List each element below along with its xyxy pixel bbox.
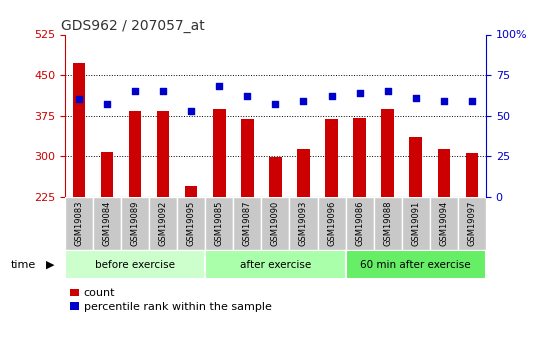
Text: GSM19095: GSM19095 bbox=[187, 201, 195, 246]
Text: GSM19085: GSM19085 bbox=[215, 201, 224, 246]
Text: GSM19084: GSM19084 bbox=[103, 201, 111, 246]
Point bbox=[215, 83, 224, 89]
Point bbox=[468, 98, 476, 104]
Bar bbox=[157, 111, 170, 197]
FancyBboxPatch shape bbox=[346, 197, 374, 250]
Text: GSM19097: GSM19097 bbox=[468, 201, 476, 246]
Text: GDS962 / 207057_at: GDS962 / 207057_at bbox=[60, 19, 204, 33]
Point bbox=[355, 90, 364, 96]
Point bbox=[271, 101, 280, 107]
Text: GSM19096: GSM19096 bbox=[327, 201, 336, 246]
Text: before exercise: before exercise bbox=[95, 260, 175, 270]
Text: GSM19089: GSM19089 bbox=[131, 201, 139, 246]
Bar bbox=[100, 152, 113, 197]
Point bbox=[131, 88, 139, 94]
FancyBboxPatch shape bbox=[458, 197, 486, 250]
Text: time: time bbox=[11, 260, 36, 270]
Text: GSM19093: GSM19093 bbox=[299, 201, 308, 246]
Text: after exercise: after exercise bbox=[240, 260, 311, 270]
FancyBboxPatch shape bbox=[93, 197, 121, 250]
Point bbox=[187, 108, 195, 114]
Bar bbox=[129, 111, 141, 197]
FancyBboxPatch shape bbox=[233, 197, 261, 250]
Bar bbox=[381, 109, 394, 197]
FancyBboxPatch shape bbox=[346, 250, 486, 279]
Text: GSM19083: GSM19083 bbox=[75, 201, 83, 246]
Point bbox=[159, 88, 167, 94]
Point bbox=[327, 93, 336, 99]
Legend: count, percentile rank within the sample: count, percentile rank within the sample bbox=[70, 288, 272, 312]
Text: GSM19094: GSM19094 bbox=[440, 201, 448, 246]
FancyBboxPatch shape bbox=[318, 197, 346, 250]
FancyBboxPatch shape bbox=[65, 250, 205, 279]
Bar bbox=[325, 119, 338, 197]
Bar bbox=[185, 186, 198, 197]
Bar bbox=[297, 149, 310, 197]
Text: GSM19088: GSM19088 bbox=[383, 201, 392, 246]
FancyBboxPatch shape bbox=[149, 197, 177, 250]
FancyBboxPatch shape bbox=[65, 197, 93, 250]
Text: GSM19087: GSM19087 bbox=[243, 201, 252, 246]
Bar bbox=[437, 149, 450, 197]
FancyBboxPatch shape bbox=[177, 197, 205, 250]
Bar bbox=[72, 63, 85, 197]
FancyBboxPatch shape bbox=[374, 197, 402, 250]
Point bbox=[440, 98, 448, 104]
Point bbox=[383, 88, 392, 94]
FancyBboxPatch shape bbox=[430, 197, 458, 250]
Bar bbox=[269, 157, 282, 197]
FancyBboxPatch shape bbox=[289, 197, 318, 250]
Point bbox=[243, 93, 252, 99]
Bar bbox=[241, 119, 254, 197]
Text: 60 min after exercise: 60 min after exercise bbox=[361, 260, 471, 270]
Point bbox=[299, 98, 308, 104]
Text: GSM19092: GSM19092 bbox=[159, 201, 167, 246]
Text: GSM19091: GSM19091 bbox=[411, 201, 420, 246]
Text: GSM19086: GSM19086 bbox=[355, 201, 364, 246]
Bar bbox=[353, 118, 366, 197]
Bar bbox=[409, 137, 422, 197]
Point bbox=[103, 101, 111, 107]
Text: GSM19090: GSM19090 bbox=[271, 201, 280, 246]
FancyBboxPatch shape bbox=[261, 197, 289, 250]
Point bbox=[411, 95, 420, 100]
Point bbox=[75, 97, 83, 102]
FancyBboxPatch shape bbox=[402, 197, 430, 250]
Text: ▶: ▶ bbox=[46, 260, 55, 270]
Bar bbox=[213, 109, 226, 197]
FancyBboxPatch shape bbox=[121, 197, 149, 250]
FancyBboxPatch shape bbox=[205, 250, 346, 279]
Bar bbox=[465, 154, 478, 197]
FancyBboxPatch shape bbox=[205, 197, 233, 250]
